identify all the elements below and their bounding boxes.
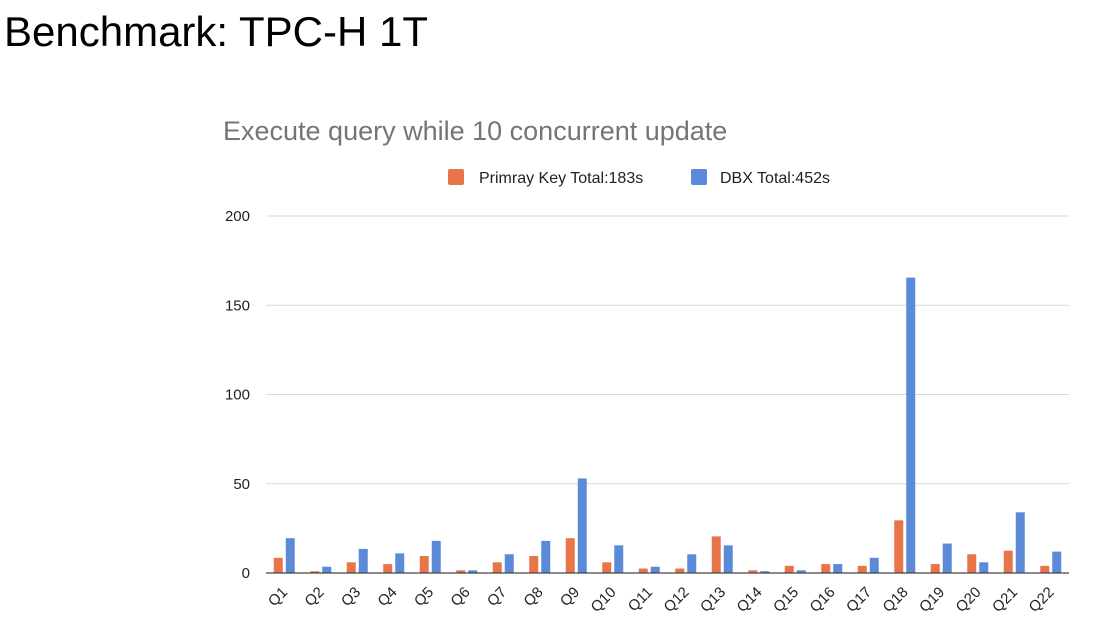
bar-primary-key-q19 xyxy=(930,564,940,573)
bar-primary-key-q8 xyxy=(529,556,539,573)
x-tick-label: Q18 xyxy=(880,584,912,616)
bar-dbx-q5 xyxy=(431,540,441,573)
bar-dbx-q4 xyxy=(395,553,405,573)
bar-dbx-q1 xyxy=(285,538,295,573)
x-tick-label: Q16 xyxy=(807,584,839,616)
legend-label-primary-key: Primray Key Total:183s xyxy=(479,170,643,187)
x-tick-label: Q14 xyxy=(734,584,766,616)
bars xyxy=(273,277,1062,573)
bar-dbx-q6 xyxy=(468,570,478,573)
legend: Primray Key Total:183s DBX Total:452s xyxy=(448,169,830,187)
x-tick-label: Q19 xyxy=(916,584,948,616)
bar-primary-key-q15 xyxy=(784,565,794,573)
bar-dbx-q16 xyxy=(833,564,843,573)
bar-primary-key-q11 xyxy=(638,568,648,573)
x-tick-label: Q13 xyxy=(697,584,729,616)
y-tick-label: 200 xyxy=(225,208,250,225)
legend-swatch-primary-key xyxy=(448,169,464,185)
bar-primary-key-q6 xyxy=(456,570,466,573)
slide-title: Benchmark: TPC-H 1T xyxy=(4,8,428,55)
bar-primary-key-q12 xyxy=(675,568,685,573)
bar-primary-key-q21 xyxy=(1003,550,1013,573)
y-tick-label: 0 xyxy=(242,565,250,582)
bar-primary-key-q22 xyxy=(1040,565,1050,573)
x-tick-label: Q3 xyxy=(338,584,364,610)
bar-primary-key-q17 xyxy=(857,565,867,573)
bar-dbx-q14 xyxy=(760,571,770,573)
x-tick-label: Q5 xyxy=(411,584,437,610)
x-tick-label: Q2 xyxy=(301,584,327,610)
bar-dbx-q13 xyxy=(723,545,733,573)
x-tick-label: Q11 xyxy=(625,584,656,615)
bar-primary-key-q4 xyxy=(383,564,393,573)
bar-primary-key-q13 xyxy=(711,536,721,573)
x-tick-label: Q21 xyxy=(989,584,1021,616)
bar-primary-key-q20 xyxy=(967,554,977,573)
bar-dbx-q19 xyxy=(942,543,952,573)
bar-dbx-q10 xyxy=(614,545,624,573)
x-tick-label: Q12 xyxy=(661,584,693,616)
chart-title: Execute query while 10 concurrent update xyxy=(223,116,727,146)
y-tick-label: 50 xyxy=(233,476,250,493)
bar-primary-key-q2 xyxy=(310,571,320,573)
bar-dbx-q22 xyxy=(1052,551,1062,573)
x-tick-label: Q15 xyxy=(770,584,802,616)
bar-primary-key-q16 xyxy=(821,564,831,573)
bar-dbx-q2 xyxy=(322,566,332,573)
x-tick-label: Q10 xyxy=(588,584,620,616)
y-axis-ticks: 0 50 100 150 200 xyxy=(225,208,250,582)
bar-dbx-q18 xyxy=(906,277,916,573)
x-tick-label: Q17 xyxy=(843,584,875,616)
bar-primary-key-q5 xyxy=(419,556,429,573)
bar-dbx-q12 xyxy=(687,554,697,573)
bar-dbx-q11 xyxy=(650,566,660,573)
bar-primary-key-q1 xyxy=(273,557,283,573)
bar-dbx-q3 xyxy=(358,548,368,573)
legend-swatch-dbx xyxy=(691,169,707,185)
y-tick-label: 100 xyxy=(225,387,250,404)
bar-primary-key-q10 xyxy=(602,562,612,573)
x-axis-ticks: Q1 Q2 Q3 Q4 Q5 Q6 Q7 Q8 Q9 Q10 Q11 Q12 Q13 Q14 Q15 Q16 Q… xyxy=(265,584,1058,616)
x-tick-label: Q7 xyxy=(484,584,510,610)
x-tick-label: Q8 xyxy=(520,584,546,610)
bar-dbx-q21 xyxy=(1015,512,1025,573)
bar-dbx-q7 xyxy=(504,554,514,573)
x-tick-label: Q4 xyxy=(374,584,400,610)
y-tick-label: 150 xyxy=(225,297,250,314)
bar-primary-key-q9 xyxy=(565,538,575,573)
x-tick-label: Q1 xyxy=(265,584,291,610)
gridlines xyxy=(266,215,1069,485)
bar-dbx-q9 xyxy=(577,478,587,573)
bar-primary-key-q3 xyxy=(346,562,356,573)
bar-dbx-q17 xyxy=(869,557,879,573)
bar-dbx-q20 xyxy=(979,562,989,573)
bar-primary-key-q14 xyxy=(748,570,758,573)
x-tick-label: Q22 xyxy=(1026,584,1058,616)
bar-dbx-q15 xyxy=(796,570,806,573)
x-tick-label: Q9 xyxy=(557,584,583,610)
x-tick-label: Q20 xyxy=(953,584,985,616)
legend-label-dbx: DBX Total:452s xyxy=(720,170,830,187)
bar-dbx-q8 xyxy=(541,540,551,573)
bar-primary-key-q18 xyxy=(894,520,904,573)
bar-primary-key-q7 xyxy=(492,562,502,573)
x-tick-label: Q6 xyxy=(447,584,473,610)
